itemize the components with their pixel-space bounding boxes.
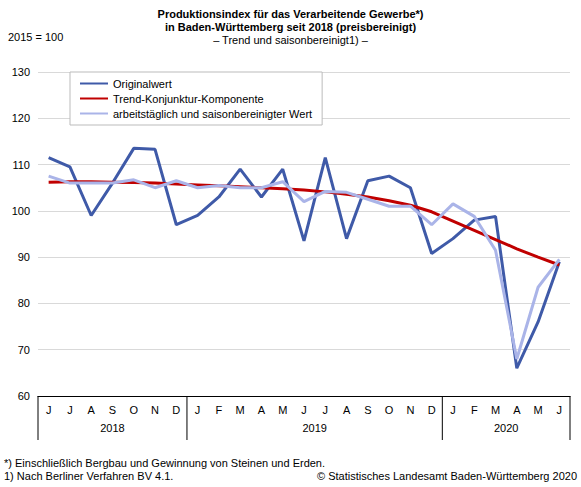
- svg-text:F: F: [216, 404, 223, 416]
- svg-text:M: M: [236, 404, 245, 416]
- svg-text:A: A: [88, 404, 96, 416]
- svg-text:M: M: [533, 404, 542, 416]
- svg-text:2020: 2020: [494, 422, 518, 434]
- svg-text:O: O: [385, 404, 394, 416]
- svg-text:J: J: [323, 404, 329, 416]
- svg-text:A: A: [343, 404, 351, 416]
- svg-text:M: M: [278, 404, 287, 416]
- svg-text:N: N: [406, 404, 414, 416]
- svg-text:arbeitstäglich und saisonberei: arbeitstäglich und saisonbereinigter Wer…: [113, 108, 312, 120]
- svg-text:N: N: [151, 404, 159, 416]
- svg-text:J: J: [46, 404, 52, 416]
- svg-text:– Trend und saisonbereinigt1): – Trend und saisonbereinigt1) –: [213, 34, 369, 46]
- svg-text:O: O: [129, 404, 138, 416]
- svg-text:S: S: [364, 404, 371, 416]
- svg-text:J: J: [195, 404, 201, 416]
- svg-text:80: 80: [18, 297, 30, 309]
- svg-text:D: D: [428, 404, 436, 416]
- svg-text:130: 130: [12, 66, 30, 78]
- svg-text:*) Einschließlich Bergbau und: *) Einschließlich Bergbau und Gewinnung …: [4, 457, 325, 469]
- svg-text:2019: 2019: [302, 422, 326, 434]
- svg-text:60: 60: [18, 390, 30, 402]
- svg-text:F: F: [471, 404, 478, 416]
- svg-text:© Statistisches Landesamt Bade: © Statistisches Landesamt Baden-Württemb…: [317, 470, 577, 482]
- svg-text:2015 = 100: 2015 = 100: [8, 31, 63, 43]
- svg-text:J: J: [67, 404, 73, 416]
- svg-text:Originalwert: Originalwert: [113, 78, 172, 90]
- svg-text:90: 90: [18, 251, 30, 263]
- svg-text:A: A: [513, 404, 521, 416]
- svg-text:110: 110: [12, 159, 30, 171]
- svg-text:1) Nach Berliner Verfahren BV: 1) Nach Berliner Verfahren BV 4.1.: [4, 470, 173, 482]
- svg-text:Produktionsindex für das Verar: Produktionsindex für das Verarbeitende G…: [158, 8, 424, 20]
- svg-text:D: D: [172, 404, 180, 416]
- svg-text:2018: 2018: [100, 422, 124, 434]
- svg-text:M: M: [491, 404, 500, 416]
- svg-text:Trend-Konjunktur-Komponente: Trend-Konjunktur-Komponente: [113, 93, 264, 105]
- svg-text:100: 100: [12, 205, 30, 217]
- svg-text:J: J: [301, 404, 307, 416]
- svg-text:J: J: [557, 404, 563, 416]
- svg-text:in Baden-Württemberg seit 2018: in Baden-Württemberg seit 2018 (preisber…: [165, 21, 417, 33]
- svg-text:70: 70: [18, 344, 30, 356]
- svg-text:S: S: [109, 404, 116, 416]
- svg-text:J: J: [450, 404, 456, 416]
- svg-text:A: A: [258, 404, 266, 416]
- svg-text:120: 120: [12, 112, 30, 124]
